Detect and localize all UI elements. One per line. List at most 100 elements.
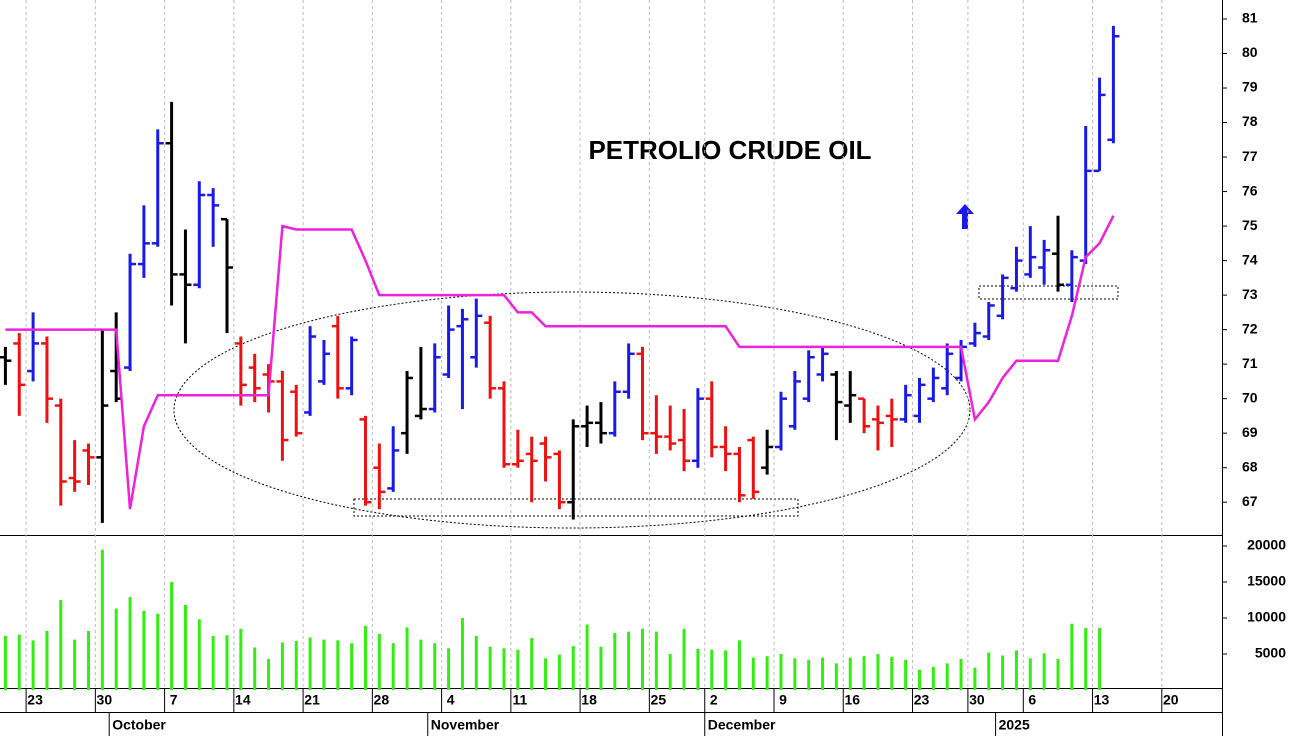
volume-bar <box>87 630 90 690</box>
volume-bar <box>502 648 506 690</box>
volume-bar <box>142 610 146 690</box>
volume-bar <box>267 659 271 690</box>
volume-bar <box>544 658 548 690</box>
volume-bar <box>447 648 451 690</box>
volume-bar <box>239 628 243 690</box>
volume-tick-label: 10000 <box>1247 609 1286 625</box>
volume-bar <box>225 635 229 690</box>
month-label: December <box>708 717 776 733</box>
volume-bar <box>737 640 741 690</box>
x-tick-label: 23 <box>914 692 930 708</box>
y-tick-label: 67 <box>1242 493 1258 509</box>
volume-bar <box>322 639 326 690</box>
volume-bar <box>696 648 700 690</box>
volume-bar <box>765 656 769 690</box>
volume-bar <box>211 636 215 690</box>
y-tick-label: 78 <box>1242 113 1258 129</box>
volume-bar <box>862 656 866 690</box>
volume-bar <box>364 625 367 690</box>
x-tick-label: 4 <box>447 692 455 708</box>
volume-bar <box>557 654 561 690</box>
x-tick-label: 18 <box>581 692 597 708</box>
volume-bar <box>807 659 811 690</box>
month-label: 2025 <box>999 717 1030 733</box>
up-arrow <box>956 204 974 229</box>
volume-bar <box>724 650 728 690</box>
volume-bar <box>253 647 257 690</box>
x-tick-label: 9 <box>779 692 787 708</box>
volume-tick-label: 5000 <box>1255 645 1286 661</box>
volume-bar <box>17 634 21 690</box>
x-tick-label: 20 <box>1163 692 1179 708</box>
volume-bar <box>156 613 160 690</box>
y-tick-label: 79 <box>1242 79 1258 95</box>
volume-bar <box>1084 628 1088 690</box>
volume-bar <box>377 633 381 690</box>
volume-bar <box>488 646 492 690</box>
stop-line <box>5 215 1115 510</box>
volume-bar <box>197 619 201 690</box>
volume-bar <box>585 624 589 690</box>
volume-bar <box>627 631 631 690</box>
x-tick-label: 21 <box>304 692 320 708</box>
x-tick-label: 30 <box>969 692 985 708</box>
y-tick-label: 68 <box>1242 458 1258 474</box>
volume-bar <box>294 641 298 690</box>
volume-bar <box>419 639 423 690</box>
y-tick-label: 81 <box>1242 10 1258 26</box>
y-tick-label: 71 <box>1242 355 1258 371</box>
y-tick-label: 74 <box>1242 251 1258 267</box>
volume-bar <box>59 600 63 690</box>
volume-bar <box>460 618 464 690</box>
breakout-box <box>978 285 1119 300</box>
volume-bar <box>516 649 520 690</box>
volume-bar <box>848 657 852 690</box>
month-label: November <box>431 717 500 733</box>
volume-bar <box>779 654 783 690</box>
volume-bar <box>751 657 755 690</box>
x-tick-label: 28 <box>374 692 390 708</box>
volume-bar <box>945 663 949 690</box>
x-tick-label: 2 <box>710 692 718 708</box>
y-tick-label: 75 <box>1242 217 1258 233</box>
volume-bar <box>1056 659 1060 690</box>
volume-bar <box>170 582 174 690</box>
x-tick-label: 13 <box>1094 692 1110 708</box>
y-tick-label: 72 <box>1242 320 1258 336</box>
chart-title: PETROLIO CRUDE OIL <box>588 135 871 165</box>
volume-bar <box>73 639 77 690</box>
x-tick-label: 14 <box>235 692 251 708</box>
volume-bar <box>571 646 575 690</box>
volume-bar <box>931 666 935 690</box>
volume-bar <box>280 642 284 690</box>
x-tick-label: 25 <box>651 692 667 708</box>
x-tick-label: 16 <box>844 692 860 708</box>
y-tick-label: 70 <box>1242 389 1258 405</box>
volume-bar <box>793 658 797 690</box>
x-tick-label: 11 <box>512 692 527 708</box>
volume-bar <box>474 636 478 690</box>
support-box <box>353 498 799 517</box>
volume-bar <box>987 652 991 690</box>
volume-bar <box>1001 655 1005 690</box>
volume-bar <box>821 657 825 690</box>
volume-bar <box>682 628 686 690</box>
volume-bar <box>128 597 132 690</box>
x-tick-label: 6 <box>1028 692 1036 708</box>
volume-bar <box>890 656 894 690</box>
volume-bar <box>100 549 104 690</box>
volume-bar <box>350 643 354 690</box>
volume-bar <box>959 659 963 690</box>
y-tick-label: 73 <box>1242 286 1258 302</box>
volume-bar <box>45 630 49 690</box>
volume-bar <box>308 637 312 690</box>
volume-bar <box>1028 658 1032 690</box>
volume-bar <box>3 636 7 690</box>
volume-bar <box>405 627 409 690</box>
y-tick-label: 77 <box>1242 148 1258 164</box>
volume-bar <box>710 649 714 690</box>
volume-bar <box>973 667 977 690</box>
volume-bar <box>668 654 672 690</box>
volume-bar <box>904 659 908 690</box>
